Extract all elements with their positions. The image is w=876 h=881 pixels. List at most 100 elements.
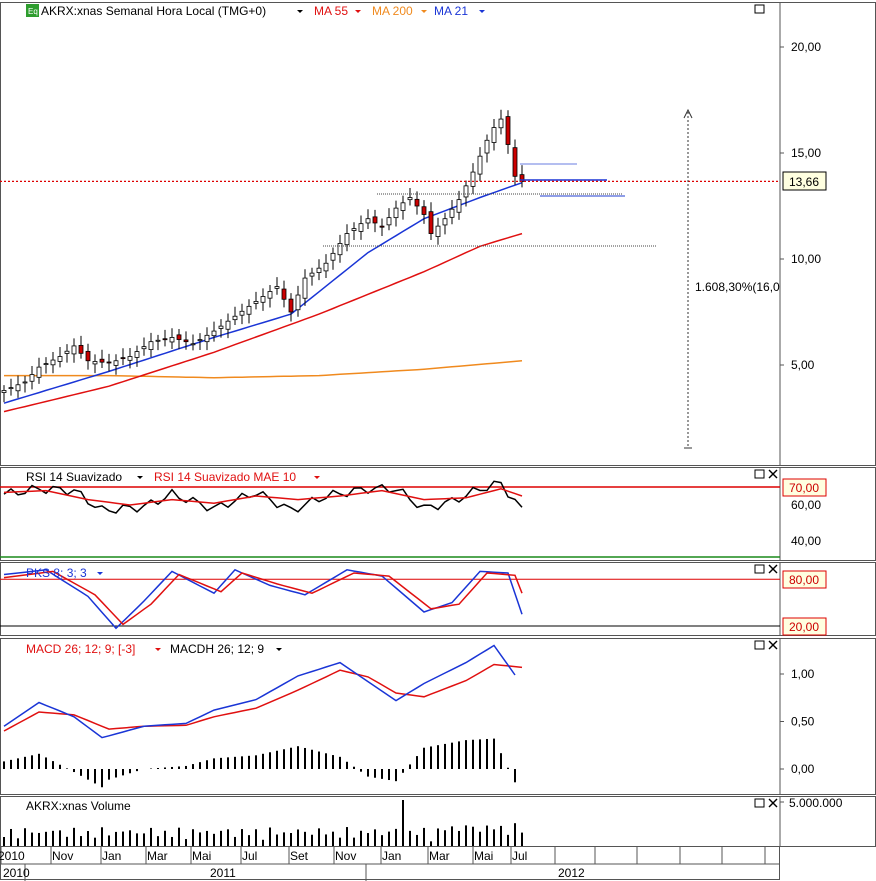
candle	[197, 333, 203, 351]
macd-histogram	[3, 738, 516, 788]
candle-body	[50, 359, 56, 366]
candle	[400, 195, 406, 220]
candle	[99, 349, 105, 369]
rsi-badge: 70,00	[789, 481, 819, 495]
year-label: 2011	[210, 866, 236, 880]
close-icon[interactable]	[768, 640, 778, 650]
macd-tick-label: 0,50	[791, 715, 815, 729]
maximize-icon[interactable]	[754, 469, 765, 479]
candle-body	[316, 267, 322, 273]
candle-body	[260, 296, 266, 303]
candle-body	[435, 225, 441, 237]
candle	[134, 345, 140, 367]
candle	[211, 321, 217, 342]
maximize-icon[interactable]	[754, 798, 765, 808]
candle	[15, 375, 21, 398]
candle-body	[57, 356, 63, 362]
candle-body	[169, 337, 175, 343]
month-label: Nov	[52, 849, 73, 863]
candle-body	[78, 344, 84, 354]
maximize-icon[interactable]	[754, 4, 765, 14]
maximize-icon[interactable]	[754, 640, 765, 650]
candle-body	[183, 339, 189, 343]
candle	[421, 200, 427, 224]
ma55-line	[3, 232, 523, 413]
candle-body	[512, 147, 518, 177]
candle-body	[449, 208, 455, 218]
candle	[330, 247, 336, 270]
pks-d-line	[3, 570, 523, 626]
price-badge: 13,66	[789, 175, 819, 189]
ma55-legend: MA 55	[314, 4, 348, 18]
candle	[204, 327, 210, 351]
macd-line	[3, 644, 516, 739]
candle-body	[22, 381, 28, 384]
candles	[1, 109, 525, 403]
x-axis-frame	[0, 846, 780, 880]
month-label: Jul	[512, 849, 527, 863]
candle	[92, 354, 98, 374]
candle	[141, 337, 147, 356]
macd-signal-line	[3, 663, 523, 732]
candle-body	[393, 207, 399, 219]
candle-body	[400, 202, 406, 211]
ma55-dropdown-icon[interactable]	[355, 10, 361, 13]
rsi-ma-legend: RSI 14 Suavizado MAE 10	[154, 470, 296, 484]
rsi-dropdown-icon[interactable]	[137, 476, 143, 479]
candle-body	[120, 357, 126, 360]
volume-legend: AKRX:xnas Volume	[26, 799, 131, 813]
price-badge-box	[782, 171, 827, 191]
month-label: Set	[290, 849, 309, 863]
candle-body	[365, 218, 371, 224]
rsi-legend: RSI 14 Suavizado	[26, 470, 122, 484]
candle	[372, 209, 378, 233]
macdh-legend: MACDH 26; 12; 9	[170, 642, 264, 656]
close-icon[interactable]	[768, 469, 778, 479]
candle	[393, 200, 399, 227]
candle-body	[190, 343, 196, 346]
candle	[365, 209, 371, 229]
candle	[337, 234, 343, 263]
month-label: Mai	[474, 849, 493, 863]
candle-body	[246, 305, 252, 315]
macd-tick-label: 1,00	[791, 667, 815, 681]
candle-body	[323, 262, 329, 272]
candle	[190, 334, 196, 351]
candle	[106, 353, 112, 372]
symbol-badge: Eq	[28, 7, 38, 16]
ma200-dropdown-icon[interactable]	[421, 10, 427, 13]
candle	[456, 190, 462, 220]
candle-body	[85, 350, 91, 362]
close-icon[interactable]	[768, 798, 778, 808]
rsi-ma-line	[3, 488, 523, 506]
candle-body	[8, 387, 14, 390]
candle-body	[15, 384, 21, 392]
close-icon-stroke-b	[768, 798, 778, 808]
macdh-dropdown-icon[interactable]	[276, 648, 282, 651]
candle-body	[456, 199, 462, 213]
candle-body	[358, 223, 364, 232]
rsi-panel-frame	[0, 467, 876, 561]
title-dropdown-icon[interactable]	[297, 10, 303, 13]
pks-dropdown-icon[interactable]	[97, 572, 103, 575]
candle	[519, 165, 525, 188]
close-icon[interactable]	[768, 564, 778, 574]
candle-body	[309, 272, 315, 277]
month-label: Mai	[192, 849, 211, 863]
ma21-dropdown-icon[interactable]	[479, 10, 485, 13]
candle	[22, 376, 28, 393]
candle-body	[463, 185, 469, 198]
close-icon-stroke-b	[768, 469, 778, 479]
candle-body	[407, 197, 413, 201]
candle-body	[414, 198, 420, 207]
macd-dropdown-icon[interactable]	[155, 648, 161, 651]
candle-body	[204, 334, 210, 343]
chart-title: AKRX:xnas Semanal Hora Local (TMG+0)	[41, 4, 266, 18]
candle	[169, 328, 175, 350]
candle	[57, 347, 63, 368]
maximize-icon[interactable]	[754, 564, 765, 574]
candle	[295, 285, 301, 317]
candle	[113, 354, 119, 375]
rsi-ma-dropdown-icon[interactable]	[314, 476, 320, 479]
